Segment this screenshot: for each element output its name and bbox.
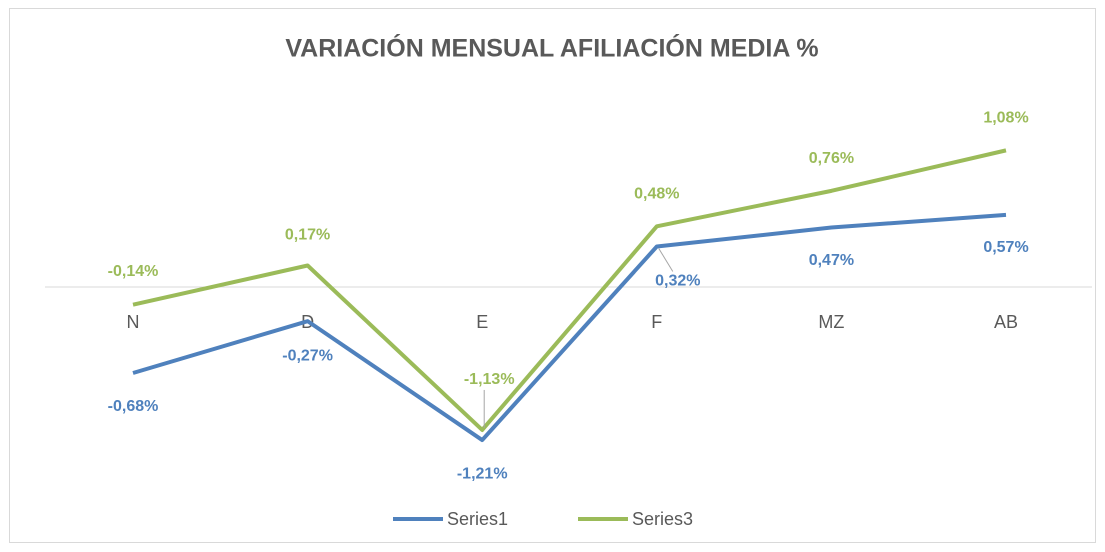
data-label: -0,27% bbox=[282, 347, 333, 364]
data-label: 0,48% bbox=[634, 185, 679, 202]
data-label: -0,14% bbox=[108, 263, 159, 280]
x-tick-label: AB bbox=[994, 312, 1018, 332]
chart-title: VARIACIÓN MENSUAL AFILIACIÓN MEDIA % bbox=[285, 33, 818, 63]
data-label: -1,13% bbox=[464, 371, 515, 388]
data-label: 0,57% bbox=[983, 239, 1028, 256]
data-label: 0,47% bbox=[809, 252, 854, 269]
x-tick-label: MZ bbox=[818, 312, 844, 332]
data-label: -1,21% bbox=[457, 465, 508, 482]
x-tick-label: F bbox=[651, 312, 662, 332]
chart-border bbox=[9, 8, 1096, 543]
leader-line bbox=[658, 248, 674, 272]
x-tick-label: N bbox=[127, 312, 140, 332]
series-line bbox=[132, 212, 1007, 443]
data-label: -0,68% bbox=[108, 398, 159, 415]
series-line bbox=[132, 148, 1007, 432]
data-label: 0,17% bbox=[285, 227, 330, 244]
data-label: 0,32% bbox=[655, 273, 700, 290]
legend-label: Series1 bbox=[447, 509, 508, 529]
legend-label: Series3 bbox=[632, 509, 693, 529]
x-tick-label: E bbox=[476, 312, 488, 332]
data-label: 0,76% bbox=[809, 150, 854, 167]
data-label: 1,08% bbox=[983, 110, 1028, 127]
